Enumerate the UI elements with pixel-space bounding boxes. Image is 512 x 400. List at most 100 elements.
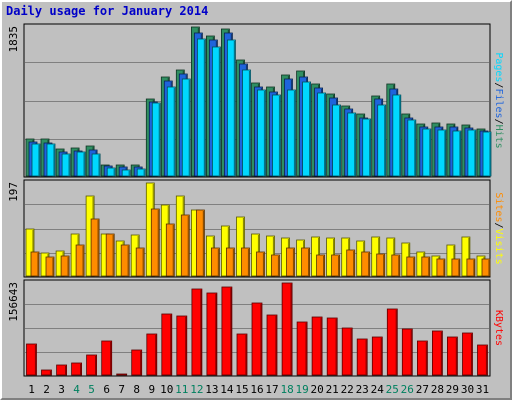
bar-edge-kbytes-day-16 <box>260 304 262 375</box>
bar-sites-day-7 <box>120 244 130 277</box>
bar-pages-day-10 <box>166 86 176 177</box>
bar-edge-sites-day-25 <box>398 256 400 276</box>
bar-kbytes-day-30 <box>462 332 473 376</box>
bar-kbytes-day-26 <box>401 328 413 376</box>
bar-pages-day-27 <box>422 128 432 177</box>
bar-edge-kbytes-day-4 <box>80 364 82 375</box>
bar-pages-day-14 <box>226 39 236 177</box>
bar-edge-pages-day-4 <box>83 153 85 176</box>
bar-edge-visits-day-30 <box>468 238 470 276</box>
bar-edge-pages-day-7 <box>128 171 130 176</box>
chart-title: Daily usage for January 2014 <box>6 4 209 18</box>
bar-pages-day-19 <box>302 81 312 177</box>
bar-edge-pages-day-26 <box>414 121 416 176</box>
bar-kbytes-day-29 <box>446 336 458 376</box>
bar-pages-day-23 <box>362 118 372 177</box>
bar-pages-day-11 <box>181 78 191 177</box>
bar-edge-sites-day-3 <box>67 257 69 276</box>
bar-edge-sites-day-1 <box>37 253 39 276</box>
bar-kbytes-day-1 <box>26 343 37 376</box>
bar-sites-day-22 <box>346 249 356 277</box>
tick-label-day-25: 25 <box>386 383 399 396</box>
bar-edge-pages-day-15 <box>248 71 251 176</box>
bar-sites-day-21 <box>331 254 341 277</box>
tick-label-day-31: 31 <box>476 383 489 396</box>
bar-edge-pages-day-28 <box>444 131 446 176</box>
bar-edge-pages-day-11 <box>188 80 190 176</box>
tick-label-day-1: 1 <box>28 383 35 396</box>
bar-pages-day-20 <box>317 92 327 177</box>
bar-edge-sites-day-27 <box>428 258 430 276</box>
bar-pages-day-28 <box>437 129 447 177</box>
bar-kbytes-day-31 <box>477 344 488 376</box>
bar-sites-day-31 <box>481 258 491 277</box>
bar-edge-sites-day-30 <box>473 260 475 276</box>
bar-edge-pages-day-6 <box>113 169 115 176</box>
bar-sites-day-12 <box>195 209 205 277</box>
bar-edge-kbytes-day-28 <box>440 332 442 375</box>
bar-edge-sites-day-12 <box>202 211 204 276</box>
bar-kbytes-day-21 <box>326 317 338 376</box>
bar-edge-sites-day-19 <box>308 249 310 276</box>
bar-edge-pages-day-31 <box>489 133 491 176</box>
bar-edge-pages-day-3 <box>68 155 70 176</box>
bar-edge-pages-day-25 <box>399 96 401 176</box>
tick-label-day-12: 12 <box>190 383 203 396</box>
bar-sites-day-4 <box>75 244 85 277</box>
bar-edge-kbytes-day-8 <box>140 351 142 375</box>
tick-label-day-23: 23 <box>356 383 369 396</box>
bar-edge-kbytes-day-14 <box>230 288 232 375</box>
bar-edge-sites-day-18 <box>292 249 295 276</box>
bar-edge-kbytes-day-18 <box>290 284 292 375</box>
bar-kbytes-day-18 <box>281 282 293 376</box>
bar-edge-kbytes-day-27 <box>425 342 427 375</box>
legend-item-visits-sites-2: Visits <box>493 229 504 265</box>
tick-label-day-3: 3 <box>58 383 65 396</box>
bar-kbytes-day-19 <box>296 321 308 376</box>
bar-sites-day-26 <box>406 256 416 277</box>
bar-edge-kbytes-day-15 <box>245 335 247 375</box>
bar-edge-sites-day-29 <box>458 260 460 276</box>
legend-item-visits-sites-0: Sites <box>493 192 504 222</box>
bar-sites-day-9 <box>150 208 160 277</box>
bar-edge-kbytes-day-9 <box>155 335 157 375</box>
tick-label-day-2: 2 <box>43 383 50 396</box>
bar-edge-kbytes-day-3 <box>65 366 67 375</box>
bar-edge-sites-day-26 <box>413 258 415 276</box>
bar-kbytes-day-10 <box>161 313 173 376</box>
bar-edge-kbytes-day-25 <box>395 310 397 375</box>
bar-pages-day-15 <box>242 69 251 177</box>
bar-sites-day-1 <box>30 251 40 277</box>
bar-edge-sites-day-28 <box>443 260 445 276</box>
bar-pages-day-6 <box>106 167 116 177</box>
tick-label-day-7: 7 <box>118 383 125 396</box>
bar-pages-day-30 <box>467 129 477 177</box>
bar-sites-day-20 <box>316 254 326 277</box>
bar-edge-pages-day-9 <box>158 104 160 176</box>
tick-label-day-30: 30 <box>461 383 474 396</box>
tick-label-day-19: 19 <box>295 383 308 396</box>
bar-edge-pages-day-2 <box>53 145 55 176</box>
tick-label-day-14: 14 <box>220 383 234 396</box>
bar-sites-day-27 <box>421 256 431 277</box>
bar-sites-day-3 <box>60 255 70 277</box>
bar-pages-day-7 <box>121 169 131 177</box>
bar-edge-pages-day-12 <box>203 40 205 176</box>
bar-edge-pages-day-8 <box>143 170 145 176</box>
tick-label-day-27: 27 <box>416 383 429 396</box>
legend-hits-files-pages: Pages/Files/Hits <box>493 52 504 148</box>
tick-label-day-17: 17 <box>265 383 278 396</box>
bar-kbytes-day-8 <box>131 349 143 376</box>
tick-label-day-21: 21 <box>326 383 339 396</box>
bar-edge-sites-day-10 <box>172 225 174 276</box>
bar-edge-pages-day-16 <box>263 91 266 176</box>
bar-pages-day-12 <box>196 38 206 177</box>
tick-label-day-11: 11 <box>175 383 188 396</box>
legend-item-hits-files-pages-3: / <box>493 119 504 125</box>
bar-edge-sites-day-15 <box>247 249 250 276</box>
bar-sites-day-28 <box>436 258 446 277</box>
bar-sites-day-13 <box>210 247 220 277</box>
bar-pages-day-18 <box>287 89 296 177</box>
bar-edge-sites-day-8 <box>142 249 144 276</box>
bar-edge-pages-day-29 <box>459 132 461 176</box>
